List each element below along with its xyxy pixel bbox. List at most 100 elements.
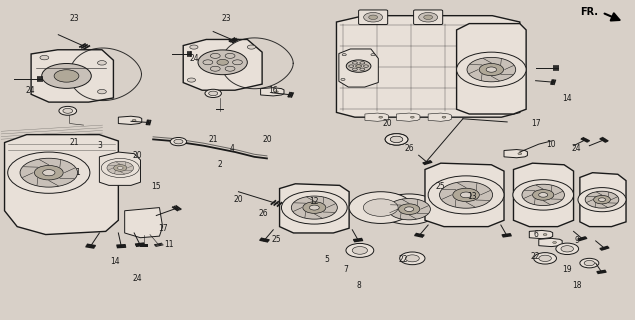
Text: 22: 22 (531, 252, 540, 261)
Circle shape (357, 65, 360, 67)
Circle shape (225, 53, 235, 58)
Text: 10: 10 (547, 140, 556, 148)
Circle shape (457, 52, 526, 87)
Circle shape (584, 260, 594, 266)
Circle shape (198, 50, 247, 75)
Polygon shape (365, 113, 389, 121)
Polygon shape (124, 208, 163, 238)
Polygon shape (428, 113, 451, 121)
Circle shape (460, 192, 472, 198)
Circle shape (98, 60, 106, 65)
Circle shape (203, 60, 213, 65)
Polygon shape (504, 149, 528, 158)
Circle shape (561, 246, 573, 252)
Text: 24: 24 (25, 86, 35, 95)
Polygon shape (538, 238, 562, 247)
Polygon shape (100, 152, 140, 185)
Polygon shape (530, 230, 552, 239)
Circle shape (424, 15, 432, 20)
Circle shape (303, 202, 326, 213)
Text: 21: 21 (69, 138, 79, 147)
Circle shape (543, 234, 547, 236)
Circle shape (550, 240, 559, 245)
Circle shape (349, 192, 412, 223)
Text: 20: 20 (262, 135, 272, 144)
Circle shape (594, 196, 610, 204)
Circle shape (346, 244, 374, 257)
Circle shape (578, 188, 626, 212)
FancyBboxPatch shape (359, 10, 388, 25)
Circle shape (399, 204, 420, 214)
Circle shape (8, 152, 90, 193)
Circle shape (539, 255, 551, 261)
Text: 5: 5 (324, 255, 330, 264)
Circle shape (349, 65, 354, 67)
Circle shape (219, 61, 226, 64)
Circle shape (538, 193, 548, 197)
Circle shape (442, 116, 446, 118)
Text: 8: 8 (356, 281, 361, 290)
Text: 20: 20 (234, 195, 243, 204)
Text: 26: 26 (259, 209, 269, 219)
Circle shape (352, 247, 368, 254)
Text: 25: 25 (272, 235, 281, 244)
Circle shape (20, 158, 77, 187)
Circle shape (580, 258, 599, 268)
Circle shape (114, 164, 127, 171)
Circle shape (217, 60, 229, 65)
Circle shape (225, 66, 235, 71)
Circle shape (341, 78, 345, 80)
Circle shape (391, 136, 403, 142)
Text: 1: 1 (75, 168, 79, 177)
Circle shape (40, 55, 49, 60)
Text: 3: 3 (97, 141, 102, 150)
Circle shape (598, 198, 606, 202)
Polygon shape (184, 39, 262, 90)
Polygon shape (31, 50, 114, 102)
Circle shape (418, 12, 438, 22)
Polygon shape (580, 173, 626, 227)
Text: 23: 23 (69, 14, 79, 23)
Circle shape (309, 205, 319, 210)
Text: 14: 14 (563, 94, 572, 103)
Polygon shape (260, 88, 284, 96)
Circle shape (205, 89, 222, 98)
Text: 2: 2 (217, 160, 222, 169)
Polygon shape (118, 116, 142, 124)
Circle shape (585, 191, 619, 208)
Circle shape (371, 54, 375, 56)
Text: 17: 17 (157, 224, 168, 233)
Circle shape (187, 78, 196, 82)
Circle shape (130, 118, 138, 123)
Circle shape (291, 196, 337, 219)
Circle shape (388, 198, 431, 220)
Circle shape (170, 138, 187, 146)
Circle shape (352, 62, 358, 64)
Circle shape (408, 115, 417, 119)
Circle shape (360, 68, 364, 70)
Circle shape (377, 115, 385, 119)
Text: 15: 15 (152, 182, 161, 191)
Circle shape (405, 255, 419, 262)
Polygon shape (339, 49, 378, 87)
Text: 24: 24 (572, 144, 582, 153)
Circle shape (533, 189, 554, 200)
Circle shape (98, 89, 106, 94)
Polygon shape (279, 184, 349, 233)
Text: 22: 22 (398, 255, 408, 264)
Circle shape (479, 63, 504, 76)
Circle shape (247, 45, 255, 49)
Text: 25: 25 (436, 182, 446, 191)
Text: 9: 9 (574, 236, 579, 245)
Text: 7: 7 (344, 265, 349, 274)
Circle shape (342, 54, 346, 56)
Circle shape (54, 70, 79, 82)
Text: 24: 24 (189, 54, 199, 63)
Circle shape (274, 91, 278, 93)
Circle shape (346, 60, 371, 72)
Circle shape (379, 194, 439, 224)
Circle shape (43, 170, 55, 176)
Circle shape (272, 90, 281, 94)
Circle shape (190, 45, 198, 49)
Polygon shape (337, 16, 520, 117)
